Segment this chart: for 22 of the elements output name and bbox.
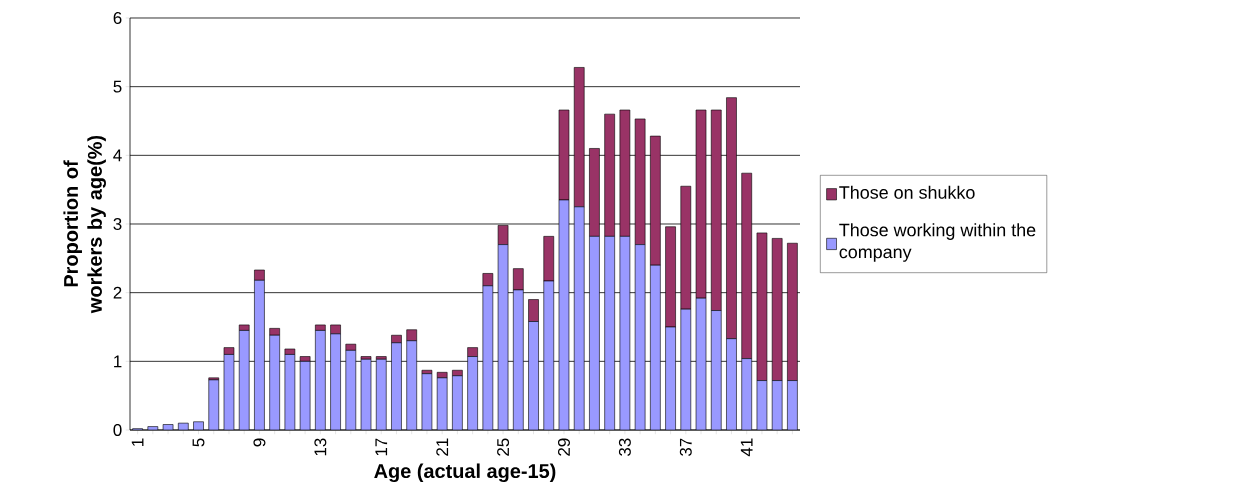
x-tick-label: 13 xyxy=(314,438,327,456)
x-tick-label: 1 xyxy=(131,438,144,446)
x-tick-label: 21 xyxy=(436,438,449,456)
y-tick-label: 0 xyxy=(113,424,122,436)
x-tick-label: 41 xyxy=(740,438,753,457)
x-tick-label: 17 xyxy=(375,438,388,456)
x-tick-label: 37 xyxy=(679,438,692,456)
legend-label: Those on shukko xyxy=(839,185,975,199)
legend-label: Those working within the company xyxy=(839,223,1036,262)
y-tick-label: 5 xyxy=(113,80,122,93)
x-tick-label: 25 xyxy=(497,438,510,456)
x-axis-title: Age (actual age-15) xyxy=(374,463,556,483)
y-tick-label: 1 xyxy=(114,355,122,368)
y-tick-label: 4 xyxy=(113,149,122,162)
x-tick-label: 33 xyxy=(618,438,631,456)
x-tick-label: 29 xyxy=(557,438,570,456)
y-tick-label: 3 xyxy=(113,218,122,230)
y-tick-label: 2 xyxy=(113,286,122,299)
x-tick-label: 9 xyxy=(253,438,266,447)
y-tick-label: 6 xyxy=(113,12,122,24)
x-tick-label: 5 xyxy=(192,438,205,447)
y-axis-title: Proportion of workers by age(%) xyxy=(63,135,106,314)
